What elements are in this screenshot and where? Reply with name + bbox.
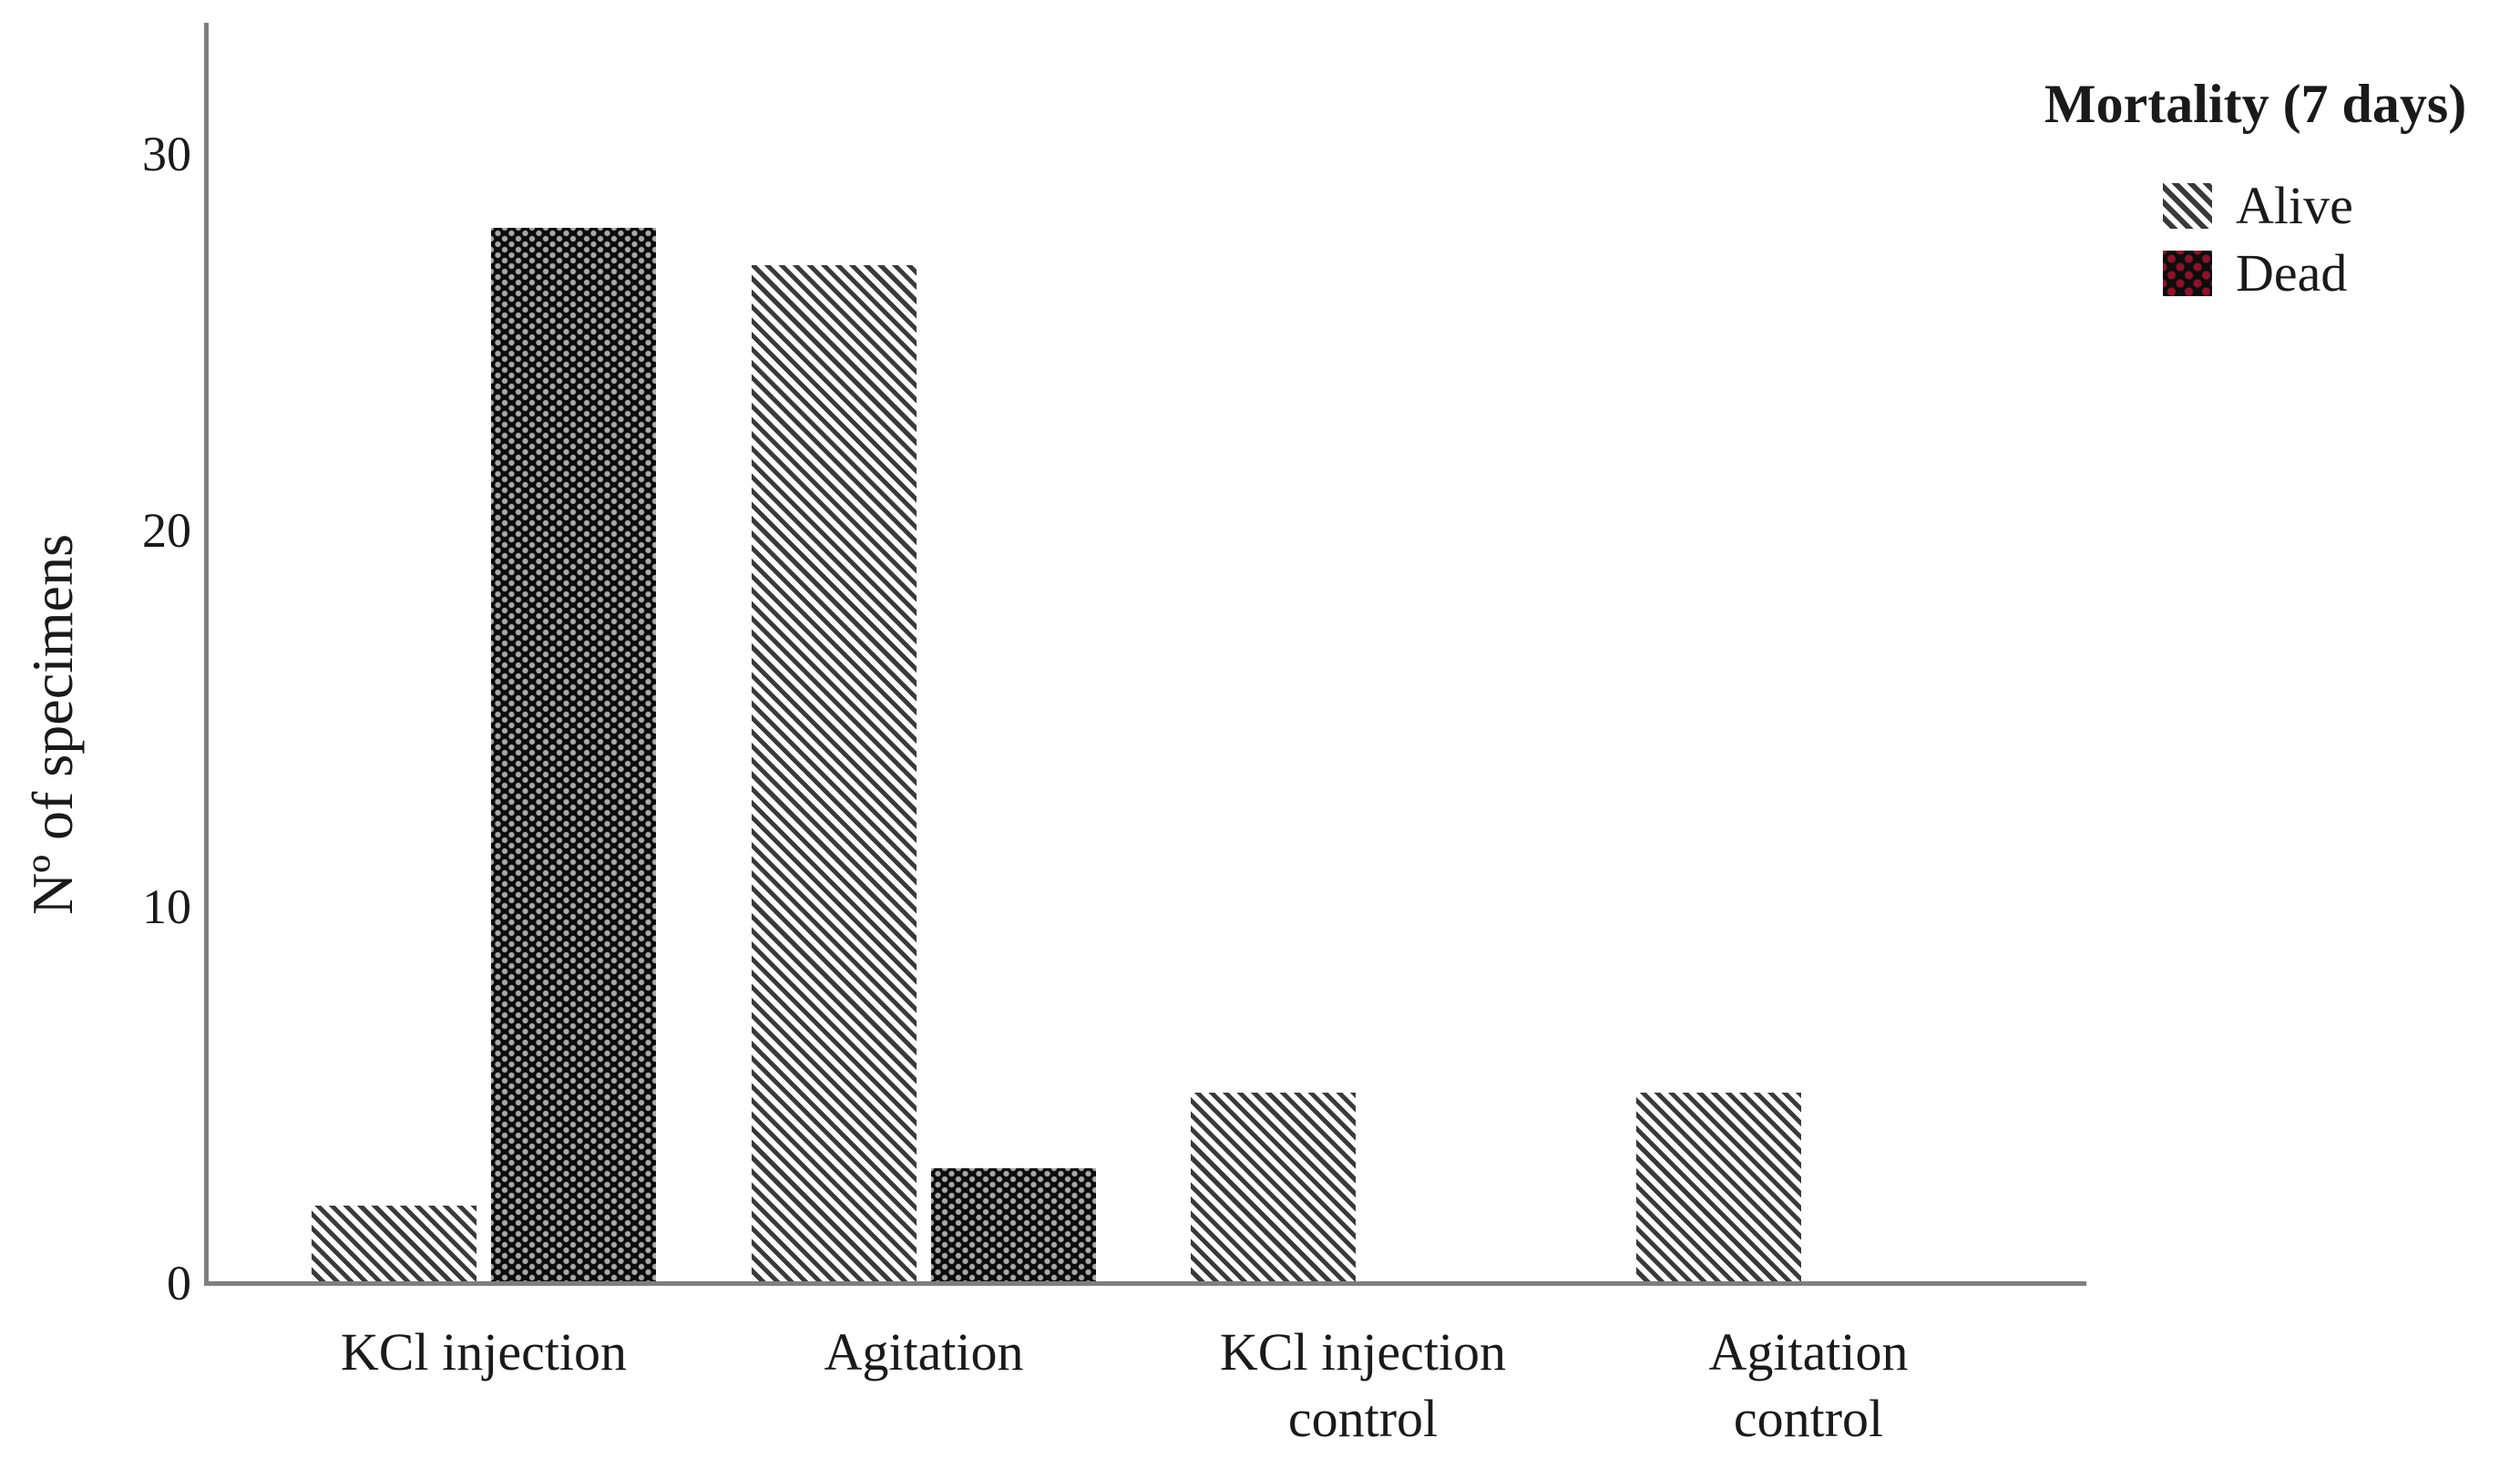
y-tick-label-20: 20 (142, 503, 191, 558)
y-tick-label-0: 0 (167, 1256, 191, 1310)
alive-hatch-swatch-icon (2163, 182, 2212, 229)
y-tick-label-30: 30 (142, 127, 191, 181)
legend-label-alive: Alive (2236, 176, 2353, 235)
bar-alive-kcl-injection (1191, 1093, 1356, 1281)
bar-alive-kcl-injection (312, 1206, 476, 1281)
y-axis-title: Nº of specimens (20, 534, 85, 915)
x-label-kcl-injection-control: KCl injection control (1219, 1322, 1507, 1448)
bar-alive-agitation (1636, 1093, 1801, 1281)
legend-title: Mortality (7 days) (2044, 74, 2467, 134)
bar-dead-kcl-injection (491, 228, 656, 1281)
legend-label-dead: Dead (2236, 243, 2348, 303)
dead-dotted-swatch-icon (2163, 250, 2212, 296)
x-label-agitation: Agitation (824, 1322, 1024, 1382)
x-label-agitation-control: Agitation control (1708, 1322, 1909, 1448)
x-axis-line (204, 1281, 2086, 1286)
legend-item-alive: Alive (2163, 175, 2353, 236)
x-label-kcl-injection: KCl injection (340, 1322, 628, 1382)
bar-dead-agitation (931, 1168, 1096, 1281)
bar-alive-agitation (752, 265, 917, 1281)
legend-item-dead: Dead (2163, 242, 2347, 303)
y-tick-label-10: 10 (142, 879, 191, 934)
y-axis-line (204, 23, 209, 1286)
